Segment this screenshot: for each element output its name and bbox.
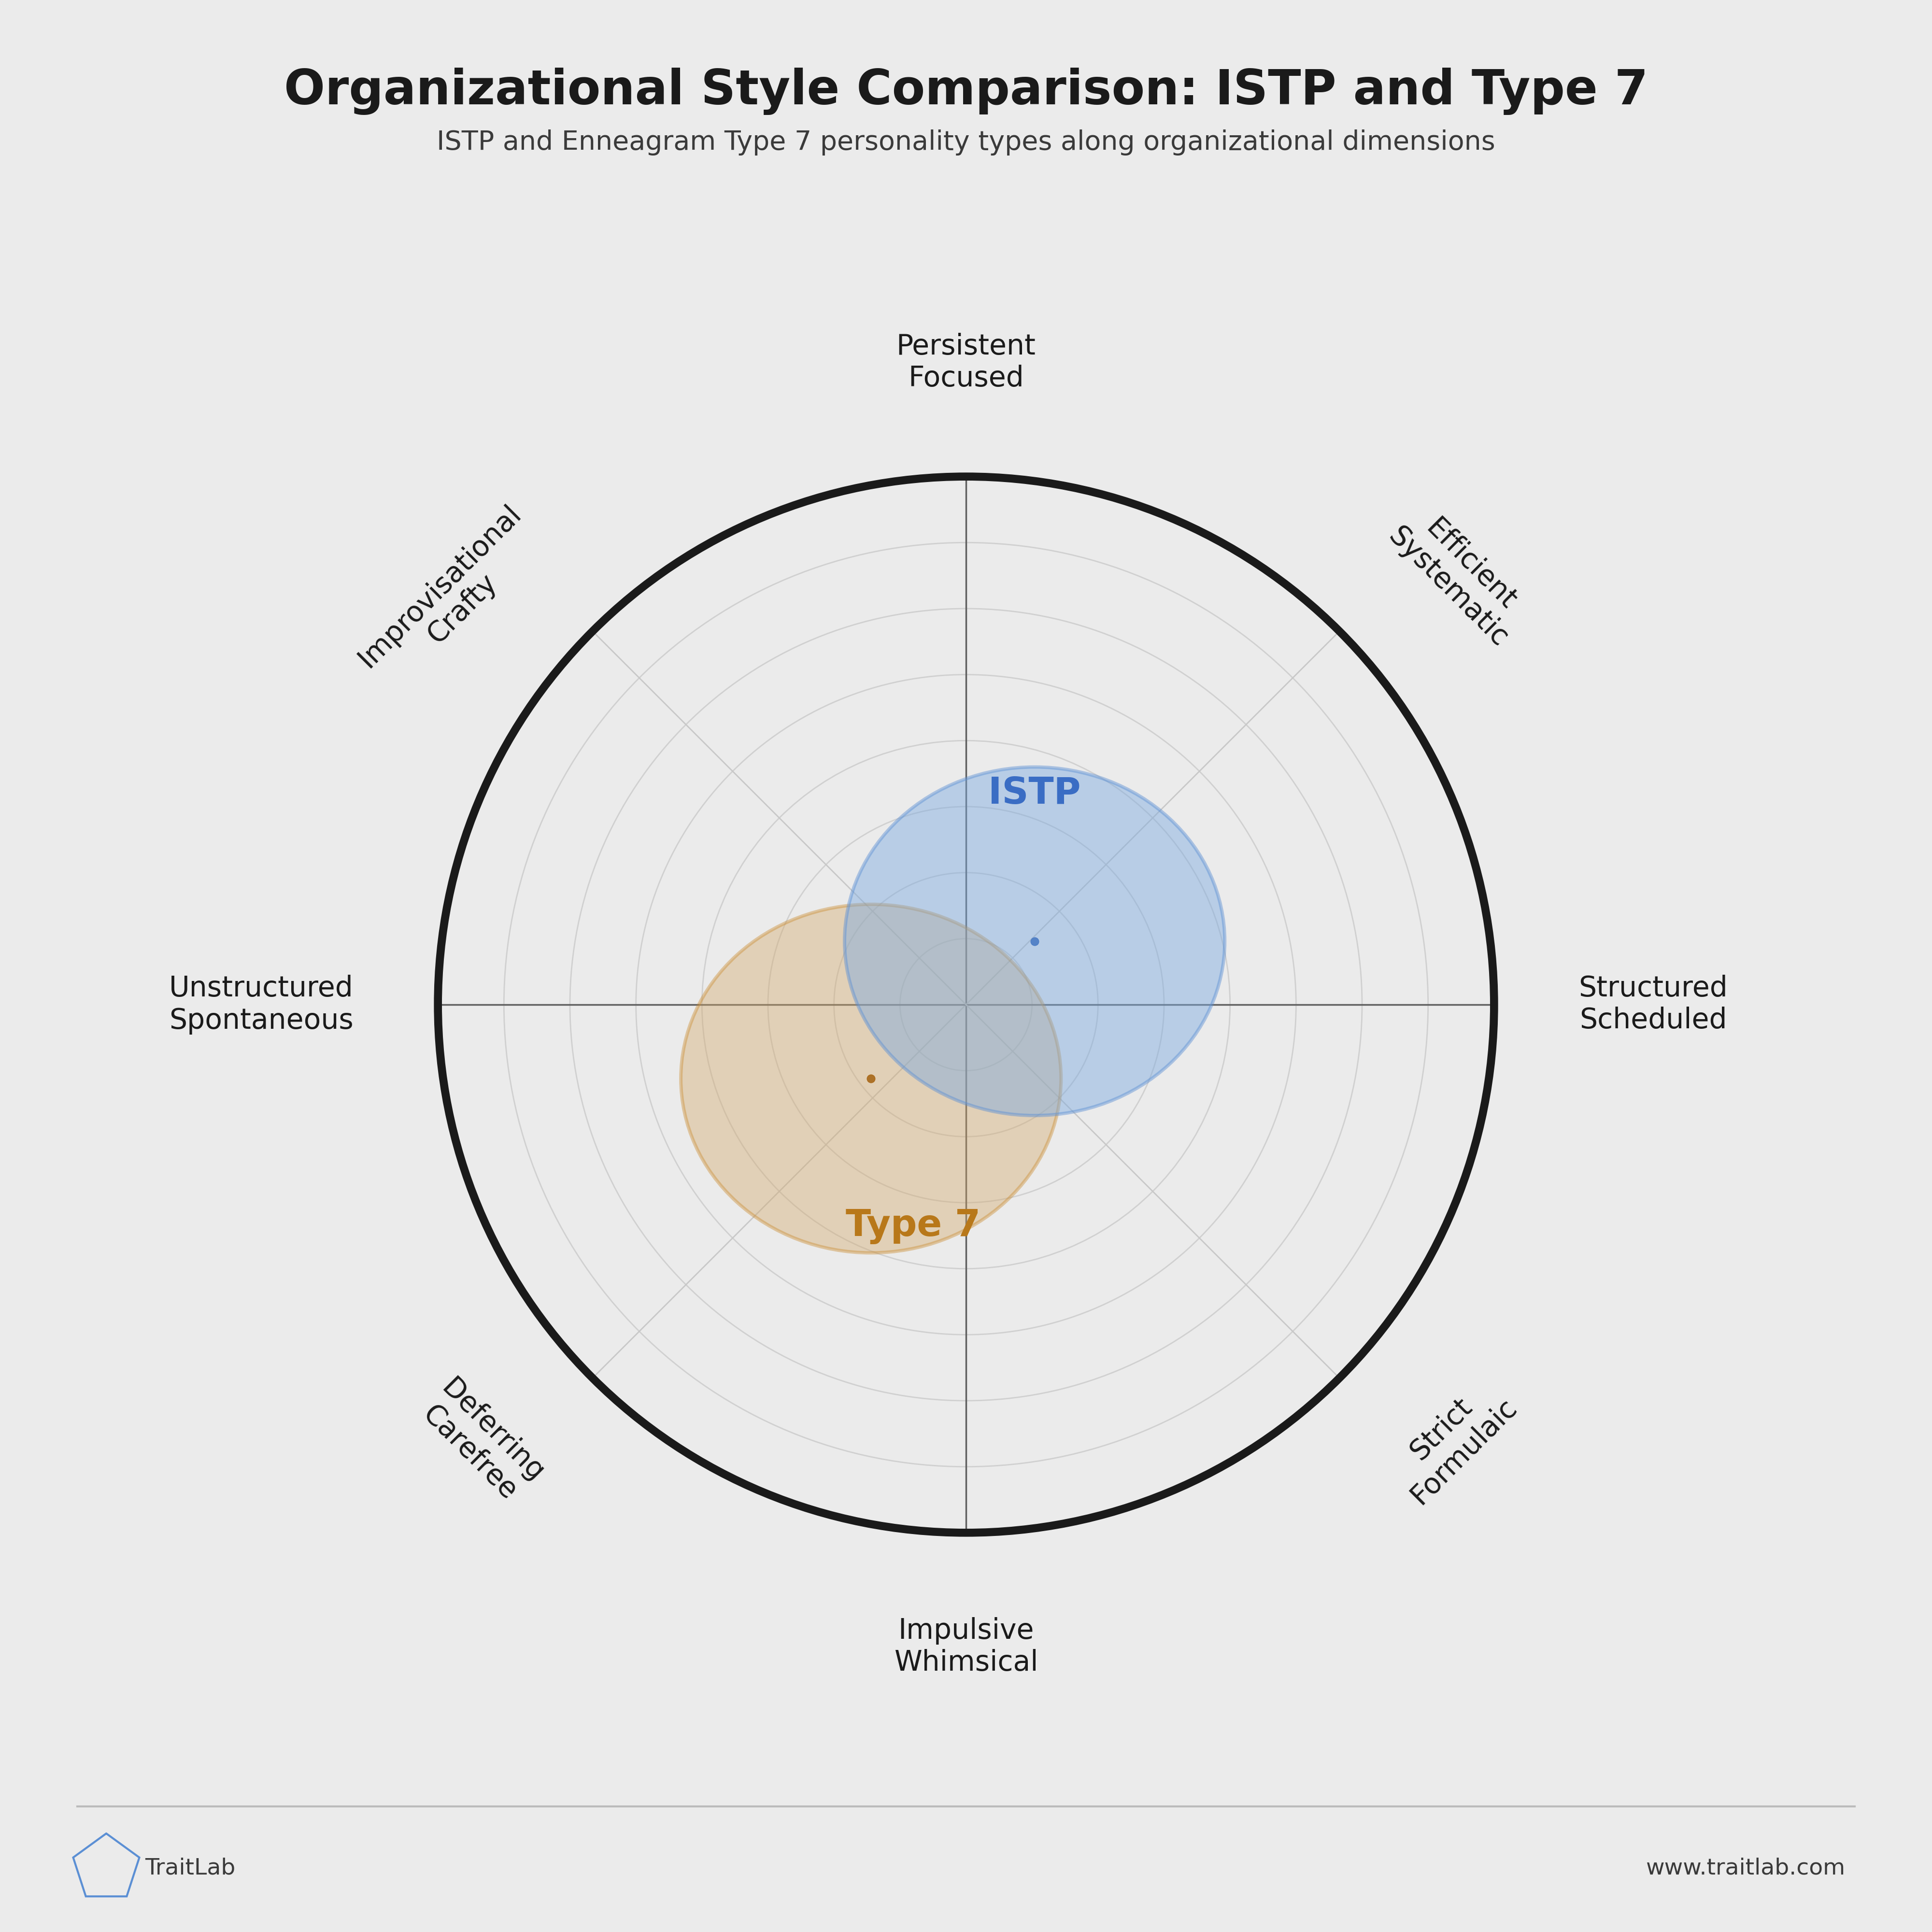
Ellipse shape xyxy=(844,767,1225,1115)
Ellipse shape xyxy=(680,904,1061,1252)
Text: Impulsive
Whimsical: Impulsive Whimsical xyxy=(895,1617,1037,1677)
Text: Deferring
Carefree: Deferring Carefree xyxy=(413,1374,549,1509)
Text: Structured
Scheduled: Structured Scheduled xyxy=(1578,976,1727,1034)
Text: Strict
Formulaic: Strict Formulaic xyxy=(1383,1370,1522,1509)
Text: Persistent
Focused: Persistent Focused xyxy=(896,332,1036,392)
Text: Organizational Style Comparison: ISTP and Type 7: Organizational Style Comparison: ISTP an… xyxy=(284,68,1648,116)
Text: ISTP: ISTP xyxy=(989,775,1080,811)
Text: Unstructured
Spontaneous: Unstructured Spontaneous xyxy=(168,976,354,1034)
Text: www.traitlab.com: www.traitlab.com xyxy=(1646,1857,1845,1880)
Text: TraitLab: TraitLab xyxy=(145,1857,236,1880)
Text: Efficient
Systematic: Efficient Systematic xyxy=(1383,500,1536,653)
Text: Type 7: Type 7 xyxy=(846,1209,981,1244)
Text: ISTP and Enneagram Type 7 personality types along organizational dimensions: ISTP and Enneagram Type 7 personality ty… xyxy=(437,129,1495,156)
Text: Improvisational
Crafty: Improvisational Crafty xyxy=(354,500,549,696)
